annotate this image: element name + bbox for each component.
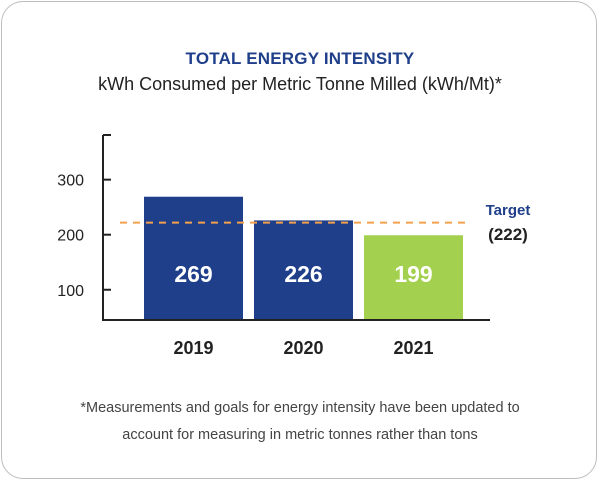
target-label: Target [486, 202, 531, 219]
footnote-line-2: account for measuring in metric tonnes r… [122, 427, 478, 443]
footnote: *Measurements and goals for energy inten… [40, 395, 560, 449]
y-tick-label-200: 200 [57, 228, 84, 245]
y-tick-label-100: 100 [57, 283, 84, 300]
bar-2019 [144, 196, 243, 320]
target-value-label: (222) [488, 225, 528, 244]
y-tick-label-300: 300 [57, 173, 84, 190]
x-tick-label-2021: 2021 [393, 338, 433, 358]
bar-value-label-2021: 199 [394, 261, 432, 287]
bar-2020 [254, 220, 353, 320]
bar-2021 [364, 235, 463, 320]
bar-value-label-2020: 226 [284, 261, 322, 287]
footnote-line-1: *Measurements and goals for energy inten… [80, 400, 520, 416]
x-tick-label-2019: 2019 [173, 338, 213, 358]
chart-subtitle: kWh Consumed per Metric Tonne Milled (kW… [98, 74, 502, 94]
x-tick-label-2020: 2020 [283, 338, 323, 358]
bar-value-label-2019: 269 [174, 261, 212, 287]
chart-title: TOTAL ENERGY INTENSITY [185, 49, 415, 68]
